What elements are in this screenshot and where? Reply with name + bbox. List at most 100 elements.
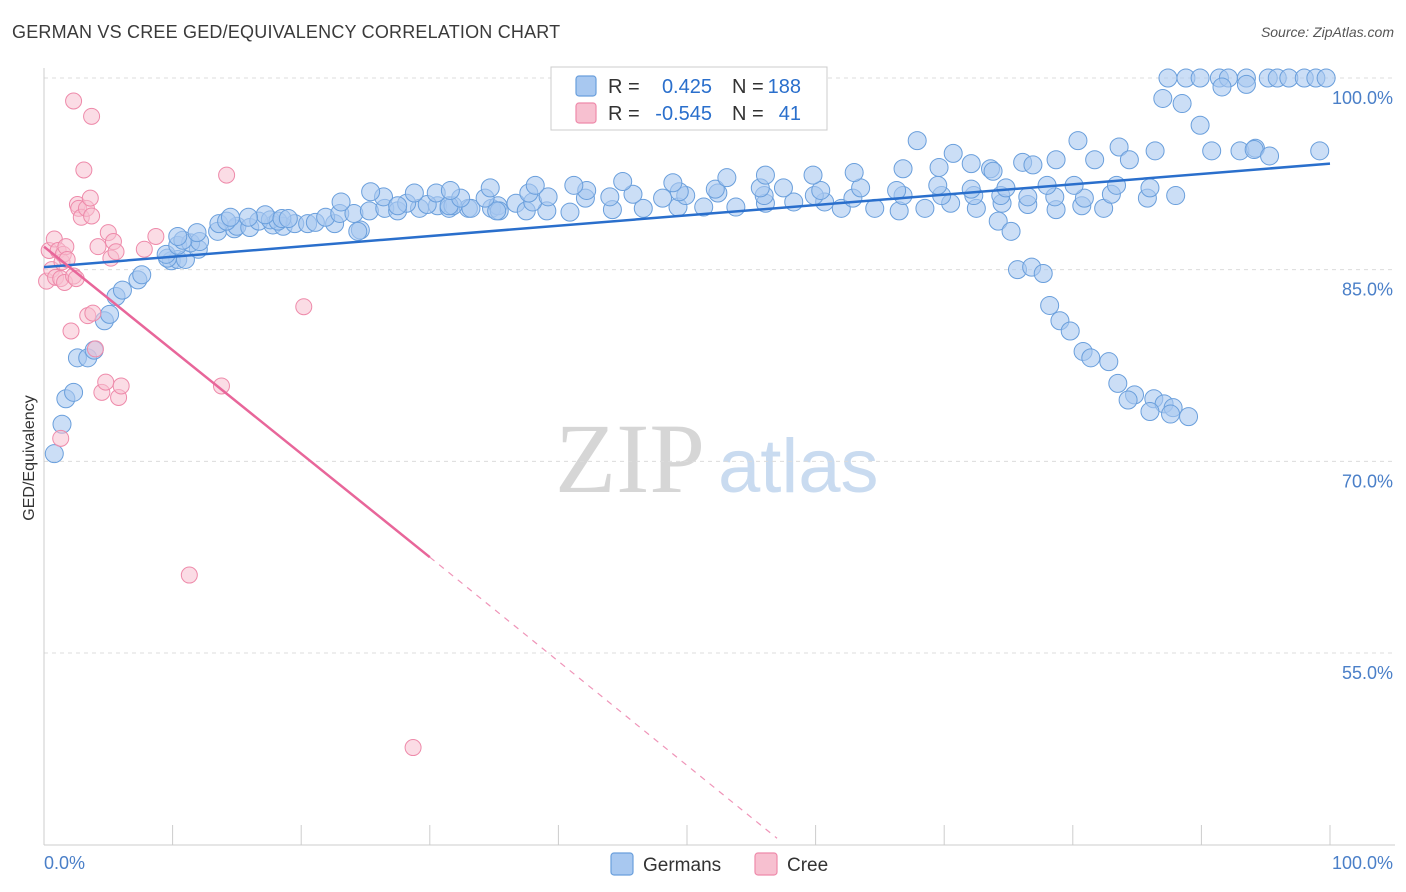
german-point <box>694 197 714 217</box>
german-point <box>1033 264 1053 283</box>
cree-point <box>75 161 93 179</box>
german-point <box>1085 150 1105 170</box>
german-point <box>1310 141 1330 161</box>
cree-point <box>84 304 102 322</box>
german-point <box>1081 348 1101 368</box>
german-points <box>44 68 1336 464</box>
german-point <box>1108 373 1128 393</box>
german-point <box>1153 88 1173 108</box>
german-point <box>705 179 725 199</box>
german-point <box>1190 68 1210 88</box>
german-point <box>480 178 500 198</box>
german-point <box>1099 352 1119 372</box>
gridlines <box>44 77 1395 654</box>
chart-title: GERMAN VS CREE GED/EQUIVALENCY CORRELATI… <box>12 22 561 42</box>
german-point <box>988 211 1008 231</box>
german-point <box>1260 146 1280 166</box>
german-point <box>1118 390 1138 410</box>
german-point <box>168 226 188 246</box>
source-label: Source: ZipAtlas.com <box>1260 24 1394 40</box>
german-point <box>613 172 633 191</box>
cree-point <box>112 377 130 395</box>
cree-point <box>83 107 101 125</box>
german-point <box>1316 68 1336 88</box>
german-point <box>1202 141 1222 161</box>
german-point <box>928 175 948 195</box>
german-point <box>996 178 1016 198</box>
german-point <box>331 192 351 212</box>
german-point <box>1190 115 1210 135</box>
german-point <box>1119 150 1139 170</box>
german-point <box>1140 402 1160 421</box>
german-point <box>755 165 775 185</box>
german-point <box>361 182 381 202</box>
german-point <box>803 165 823 185</box>
cree-point <box>180 566 198 584</box>
german-point <box>487 201 507 221</box>
german-point <box>132 265 152 285</box>
legend-german-n-value: 188 <box>768 76 801 98</box>
german-point <box>1158 68 1178 88</box>
cree-point <box>97 373 115 391</box>
y-tick-label: 70.0% <box>1342 471 1393 491</box>
german-point <box>1161 404 1181 424</box>
bottom-legend-german-swatch <box>610 852 634 876</box>
german-point <box>538 187 558 207</box>
cree-point <box>81 189 99 207</box>
german-point <box>653 188 673 208</box>
german-point <box>525 175 545 195</box>
german-trendline <box>43 162 1331 269</box>
german-point <box>440 180 460 200</box>
watermark-zip-text: ZIP <box>555 403 705 514</box>
german-point <box>844 163 864 183</box>
german-point <box>1179 407 1199 427</box>
german-point <box>255 205 275 225</box>
german-point <box>1145 141 1165 161</box>
bottom-legend-cree-swatch <box>754 852 778 876</box>
german-point <box>633 198 653 218</box>
y-tick-label: 100.0% <box>1332 88 1393 108</box>
german-point <box>100 304 120 324</box>
cree-point <box>52 429 70 447</box>
german-point <box>564 175 584 195</box>
cree-point <box>295 298 313 316</box>
german-point <box>1212 77 1232 97</box>
german-point <box>1046 150 1066 170</box>
german-point <box>348 221 368 241</box>
cree-point <box>107 243 125 261</box>
legend-cree-n-label: N = <box>732 103 764 125</box>
bottom-legend-cree-label: Cree <box>787 855 828 876</box>
german-point <box>278 209 298 229</box>
cree-point <box>83 207 101 225</box>
german-point <box>187 223 207 243</box>
german-point <box>726 197 746 217</box>
cree-point <box>86 340 104 358</box>
german-point <box>663 173 683 193</box>
cree-point <box>65 92 83 110</box>
cree-trendline <box>43 245 431 559</box>
cree-point <box>218 166 236 184</box>
legend: R = 0.425 N = 188 R = -0.545 N = 41 <box>550 66 828 131</box>
y-tick-labels: 100.0% 85.0% 70.0% 55.0% <box>1332 88 1393 683</box>
y-axis-label: GED/Equivalency <box>21 395 38 520</box>
german-point <box>623 184 643 204</box>
german-point <box>1068 131 1088 151</box>
german-point <box>915 198 935 218</box>
x-ticks <box>172 825 1331 845</box>
german-point <box>388 196 408 216</box>
german-point <box>929 157 949 177</box>
german-point <box>865 198 885 218</box>
german-point <box>1166 186 1186 206</box>
cree-point <box>62 322 80 340</box>
german-point <box>64 382 84 402</box>
german-point <box>773 178 793 198</box>
german-point <box>1060 321 1080 341</box>
german-point <box>600 187 620 207</box>
cree-point <box>89 238 107 256</box>
legend-cree-n-value: 41 <box>779 103 801 125</box>
german-point <box>238 207 258 227</box>
cree-point <box>135 240 153 258</box>
german-point <box>1040 295 1060 315</box>
watermark: ZIP atlas <box>555 403 879 514</box>
